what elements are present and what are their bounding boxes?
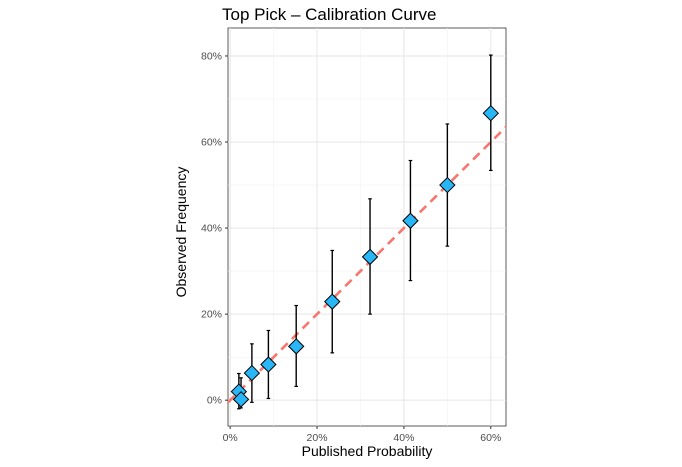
plot-panel (227, 27, 507, 427)
x-axis-label: Published Probability (301, 443, 433, 459)
x-tick-label: 60% (480, 432, 501, 444)
chart-title: Top Pick – Calibration Curve (222, 5, 437, 24)
data-point-marker (361, 248, 379, 266)
x-tick-label: 0% (223, 432, 238, 444)
data-point-marker (482, 104, 500, 122)
y-tick-label: 80% (201, 50, 222, 62)
y-tick-label: 0% (207, 395, 222, 407)
x-tick-label: 20% (307, 432, 328, 444)
y-tick-label: 20% (201, 309, 222, 321)
y-tick-label: 40% (201, 223, 222, 235)
y-tick-label: 60% (201, 137, 222, 149)
data-point-marker (324, 293, 341, 310)
x-tick-label: 40% (393, 432, 414, 444)
data-point-marker (232, 391, 250, 408)
reference-line (227, 126, 507, 404)
data-point-marker (287, 338, 305, 355)
data-point-marker (243, 364, 261, 382)
data-point-marker (439, 176, 456, 194)
data-point-marker (402, 212, 419, 229)
data-point-marker (260, 356, 277, 373)
